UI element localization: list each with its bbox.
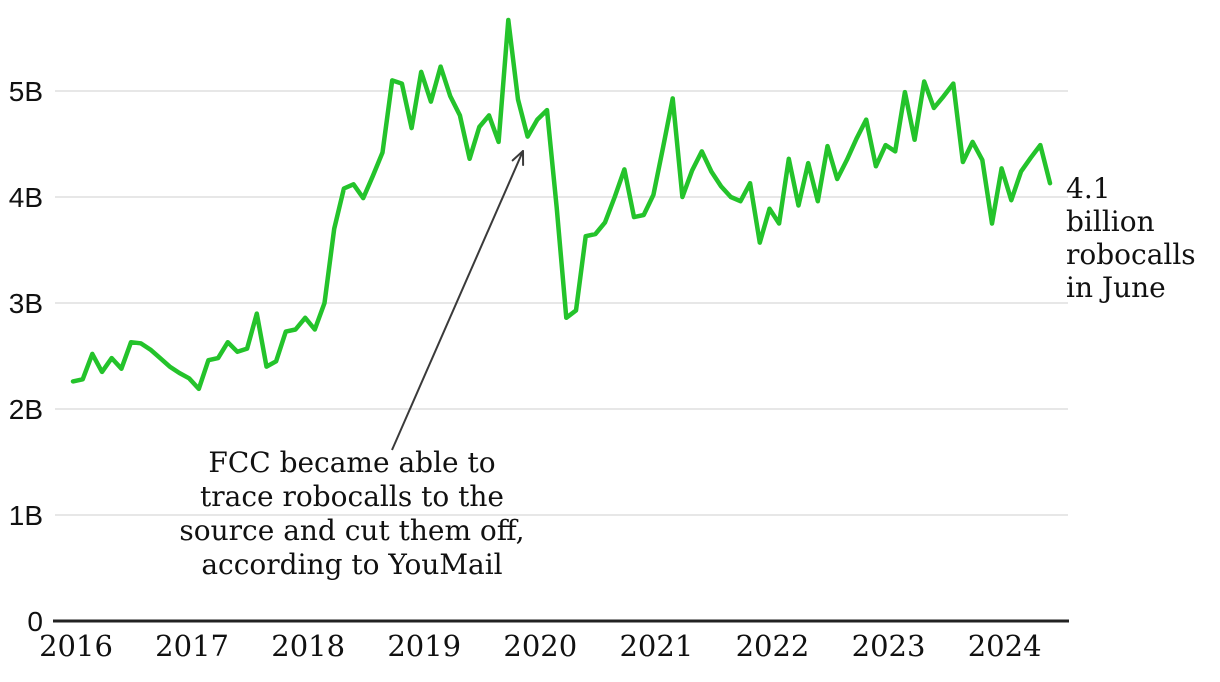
x-axis-label-2019: 2019 [387, 629, 461, 663]
annotation-arrow-shaft [391, 150, 524, 451]
y-axis-label-4B: 4B [9, 182, 43, 213]
x-axis-label-2016: 2016 [39, 629, 113, 663]
latest-value-label: 4.1 billion robocalls in June [1066, 172, 1196, 304]
robocalls-trend-line [70, 17, 1053, 392]
y-axis-label-0: 0 [27, 606, 43, 637]
x-axis-label-2020: 2020 [503, 629, 577, 663]
y-axis-label-1B: 1B [9, 500, 43, 531]
y-axis-label-2B: 2B [9, 394, 43, 425]
x-axis-label-2021: 2021 [619, 629, 693, 663]
x-axis-label-2022: 2022 [736, 629, 810, 663]
x-axis-label-2023: 2023 [852, 629, 926, 663]
x-axis-label-2024: 2024 [968, 629, 1042, 663]
annotation-arrowhead-barb-2 [511, 150, 524, 162]
y-axis-label-5B: 5B [9, 76, 43, 107]
x-axis-label-2018: 2018 [271, 629, 345, 663]
x-axis-label-2017: 2017 [155, 629, 229, 663]
y-axis-label-3B: 3B [9, 288, 43, 319]
fcc-callout-annotation: FCC became able to trace robocalls to th… [179, 446, 525, 581]
